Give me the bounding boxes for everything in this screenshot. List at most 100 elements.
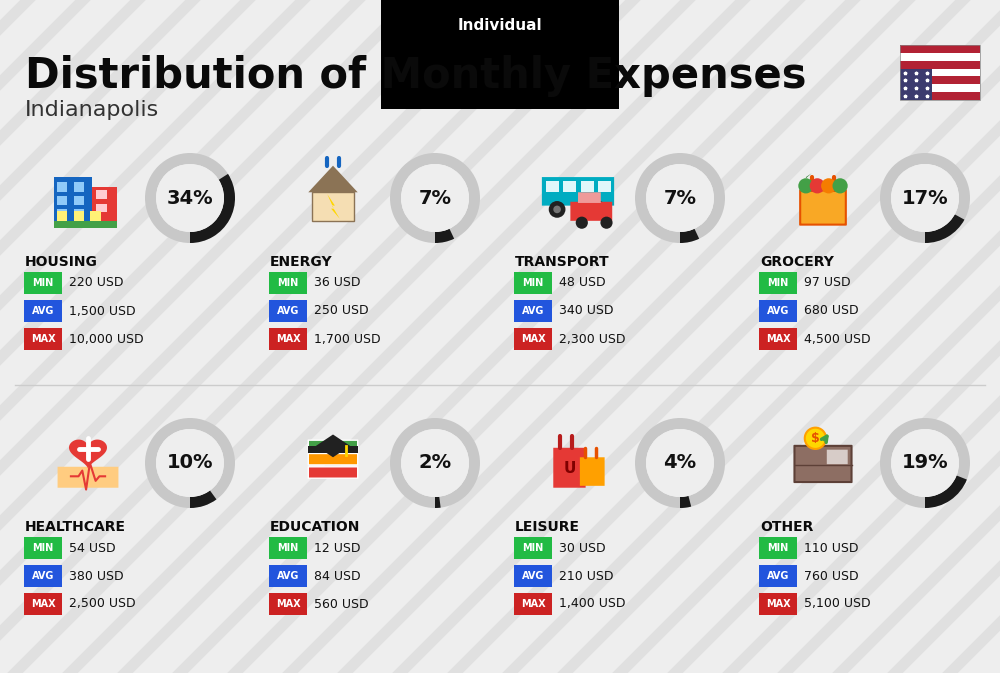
FancyBboxPatch shape	[24, 272, 62, 294]
FancyBboxPatch shape	[570, 202, 612, 221]
FancyBboxPatch shape	[58, 467, 118, 488]
FancyBboxPatch shape	[542, 177, 614, 206]
FancyBboxPatch shape	[514, 328, 552, 350]
Text: AVG: AVG	[277, 571, 299, 581]
FancyBboxPatch shape	[827, 450, 848, 464]
Text: 680 USD: 680 USD	[804, 304, 859, 318]
Wedge shape	[145, 418, 235, 508]
Bar	[900, 45, 980, 100]
Bar	[900, 92, 980, 100]
Text: 17%: 17%	[902, 188, 948, 207]
Wedge shape	[925, 215, 964, 243]
Circle shape	[821, 178, 836, 193]
Text: 48 USD: 48 USD	[559, 277, 606, 289]
Text: AVG: AVG	[522, 571, 544, 581]
Circle shape	[832, 178, 848, 193]
Text: U: U	[563, 461, 576, 476]
FancyBboxPatch shape	[759, 328, 797, 350]
FancyBboxPatch shape	[759, 272, 797, 294]
FancyBboxPatch shape	[800, 190, 846, 225]
Bar	[900, 77, 980, 84]
Bar	[598, 181, 611, 192]
FancyBboxPatch shape	[269, 272, 307, 294]
Bar	[57, 211, 67, 221]
Text: 54 USD: 54 USD	[69, 542, 116, 555]
Text: MIN: MIN	[767, 543, 789, 553]
Text: 2,300 USD: 2,300 USD	[559, 332, 626, 345]
FancyBboxPatch shape	[24, 300, 62, 322]
Bar	[563, 181, 576, 192]
Circle shape	[549, 201, 565, 218]
Text: 1,500 USD: 1,500 USD	[69, 304, 136, 318]
Bar	[900, 53, 980, 61]
Text: MIN: MIN	[32, 543, 54, 553]
Text: 2%: 2%	[418, 454, 452, 472]
Text: AVG: AVG	[32, 571, 54, 581]
Bar	[308, 446, 358, 453]
Bar	[54, 177, 92, 221]
FancyBboxPatch shape	[308, 440, 358, 452]
FancyBboxPatch shape	[514, 300, 552, 322]
Text: 110 USD: 110 USD	[804, 542, 858, 555]
Text: 1,700 USD: 1,700 USD	[314, 332, 381, 345]
Text: 210 USD: 210 USD	[559, 569, 614, 583]
Text: 30 USD: 30 USD	[559, 542, 606, 555]
Bar	[74, 196, 84, 205]
Text: GROCERY: GROCERY	[760, 255, 834, 269]
FancyBboxPatch shape	[308, 467, 358, 479]
Bar	[900, 69, 932, 100]
Text: AVG: AVG	[277, 306, 299, 316]
Text: MAX: MAX	[766, 599, 790, 609]
Text: 1,400 USD: 1,400 USD	[559, 598, 626, 610]
FancyBboxPatch shape	[24, 593, 62, 615]
Bar	[74, 182, 84, 192]
Circle shape	[646, 429, 714, 497]
Text: MIN: MIN	[767, 278, 789, 288]
Bar	[96, 190, 107, 199]
Bar	[312, 192, 354, 221]
Circle shape	[646, 164, 714, 232]
Text: 560 USD: 560 USD	[314, 598, 369, 610]
FancyBboxPatch shape	[269, 593, 307, 615]
Text: 12 USD: 12 USD	[314, 542, 360, 555]
FancyBboxPatch shape	[514, 537, 552, 559]
Bar	[74, 209, 84, 219]
Text: MAX: MAX	[276, 334, 300, 344]
Text: HOUSING: HOUSING	[25, 255, 98, 269]
Bar	[900, 84, 980, 92]
Text: MAX: MAX	[31, 334, 55, 344]
Circle shape	[401, 164, 469, 232]
Text: Indianapolis: Indianapolis	[25, 100, 159, 120]
Wedge shape	[680, 496, 691, 508]
Text: $: $	[811, 432, 820, 445]
Polygon shape	[316, 435, 350, 457]
Wedge shape	[880, 153, 970, 243]
FancyBboxPatch shape	[578, 192, 601, 203]
Text: OTHER: OTHER	[760, 520, 813, 534]
Text: MAX: MAX	[31, 599, 55, 609]
FancyBboxPatch shape	[759, 593, 797, 615]
Wedge shape	[390, 418, 480, 508]
Bar	[57, 182, 67, 192]
Text: 97 USD: 97 USD	[804, 277, 851, 289]
FancyBboxPatch shape	[553, 448, 586, 488]
Bar	[92, 186, 116, 221]
Text: MAX: MAX	[766, 334, 790, 344]
Text: 4,500 USD: 4,500 USD	[804, 332, 871, 345]
Circle shape	[401, 429, 469, 497]
Wedge shape	[680, 229, 699, 243]
Bar	[900, 61, 980, 69]
Bar	[900, 69, 980, 77]
FancyBboxPatch shape	[759, 565, 797, 587]
Text: 36 USD: 36 USD	[314, 277, 360, 289]
Circle shape	[891, 429, 959, 497]
Text: MIN: MIN	[277, 543, 299, 553]
Text: 380 USD: 380 USD	[69, 569, 124, 583]
Wedge shape	[145, 153, 235, 243]
Text: 84 USD: 84 USD	[314, 569, 361, 583]
Polygon shape	[308, 166, 358, 192]
Wedge shape	[880, 418, 970, 508]
FancyBboxPatch shape	[24, 565, 62, 587]
Circle shape	[600, 217, 613, 229]
Circle shape	[591, 201, 607, 218]
